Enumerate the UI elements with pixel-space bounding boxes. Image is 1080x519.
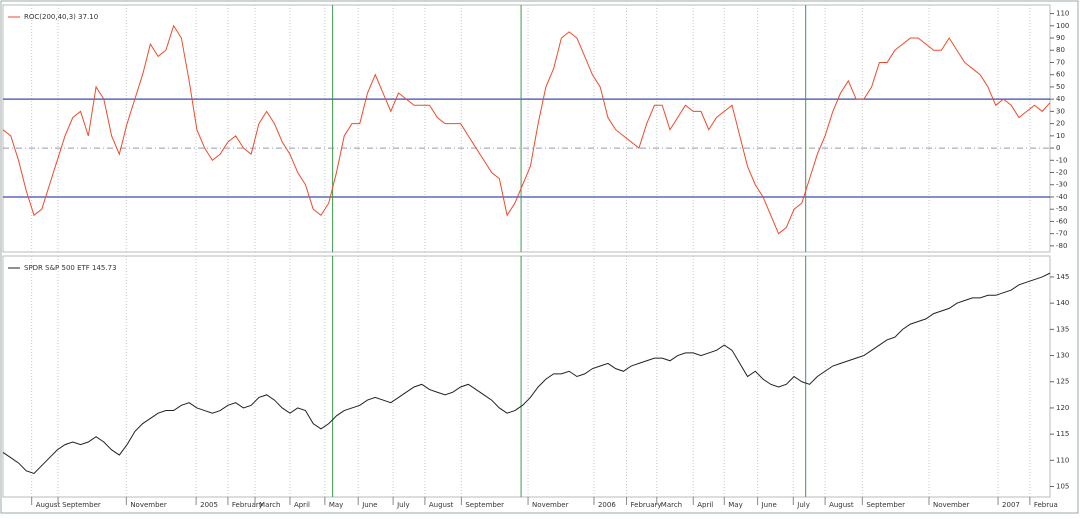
y-tick-label: 110: [1056, 10, 1069, 18]
x-tick-label: February: [631, 501, 662, 509]
x-tick-label: May: [329, 501, 343, 509]
y-tick-label: 70: [1056, 58, 1065, 66]
top-panel: [2, 4, 1051, 253]
x-tick-label: April: [294, 501, 310, 509]
y-tick-label: 135: [1056, 325, 1069, 333]
x-tick-label: March: [259, 501, 280, 509]
legend-label: ROC(200,40,3) 37.10: [24, 13, 98, 21]
y-tick-label: 80: [1056, 46, 1065, 54]
y-tick-label: -30: [1056, 181, 1067, 189]
x-tick-label: April: [697, 501, 713, 509]
y-tick-label: 125: [1056, 378, 1069, 386]
x-tick-label: September: [465, 501, 504, 509]
y-tick-label: -20: [1056, 169, 1067, 177]
x-tick-label: November: [532, 501, 569, 509]
y-tick-label: 30: [1056, 107, 1065, 115]
y-tick-label: -70: [1056, 230, 1067, 238]
y-tick-label: -80: [1056, 242, 1067, 250]
x-tick-label: March: [661, 501, 682, 509]
y-tick-label: 50: [1056, 83, 1065, 91]
x-tick-label: August: [829, 501, 854, 509]
y-tick-label: 100: [1056, 22, 1069, 30]
y-tick-label: 10: [1056, 132, 1065, 140]
x-tick-label: September: [62, 501, 101, 509]
y-tick-label: 90: [1056, 34, 1065, 42]
y-tick-label: 40: [1056, 95, 1065, 103]
y-tick-label: 105: [1056, 483, 1069, 491]
x-tick-label: June: [761, 501, 777, 509]
y-tick-label: 110: [1056, 456, 1069, 464]
y-tick-label: 115: [1056, 430, 1069, 438]
x-tick-label: 2006: [598, 501, 616, 509]
x-tick-label: July: [396, 501, 410, 509]
x-tick-label: June: [361, 501, 377, 509]
x-tick-label: November: [933, 501, 970, 509]
x-tick-label: September: [866, 501, 905, 509]
y-tick-label: 130: [1056, 352, 1069, 360]
x-tick-label: November: [130, 501, 167, 509]
x-tick-label: February: [232, 501, 263, 509]
data-line: [2, 24, 1051, 235]
y-tick-label: 140: [1056, 299, 1069, 307]
y-tick-label: -60: [1056, 217, 1067, 225]
bottom-panel: [2, 255, 1051, 498]
y-tick-label: 0: [1056, 144, 1060, 152]
legend-label: SPDR S&P 500 ETF 145.73: [24, 264, 117, 272]
x-tick-label: 2005: [200, 501, 218, 509]
x-tick-label: August: [429, 501, 454, 509]
y-tick-label: 145: [1056, 273, 1069, 281]
y-tick-label: -10: [1056, 156, 1067, 164]
x-tick-label: May: [728, 501, 742, 509]
y-tick-label: -50: [1056, 205, 1067, 213]
y-tick-label: 20: [1056, 120, 1065, 128]
y-tick-label: -40: [1056, 193, 1067, 201]
y-tick-label: 60: [1056, 71, 1065, 79]
x-tick-label: Februa: [1034, 501, 1058, 509]
data-line: [2, 272, 1051, 474]
x-tick-label: July: [796, 501, 810, 509]
y-tick-label: 120: [1056, 404, 1069, 412]
x-tick-label: 2007: [1002, 501, 1020, 509]
x-tick-label: August: [36, 501, 61, 509]
